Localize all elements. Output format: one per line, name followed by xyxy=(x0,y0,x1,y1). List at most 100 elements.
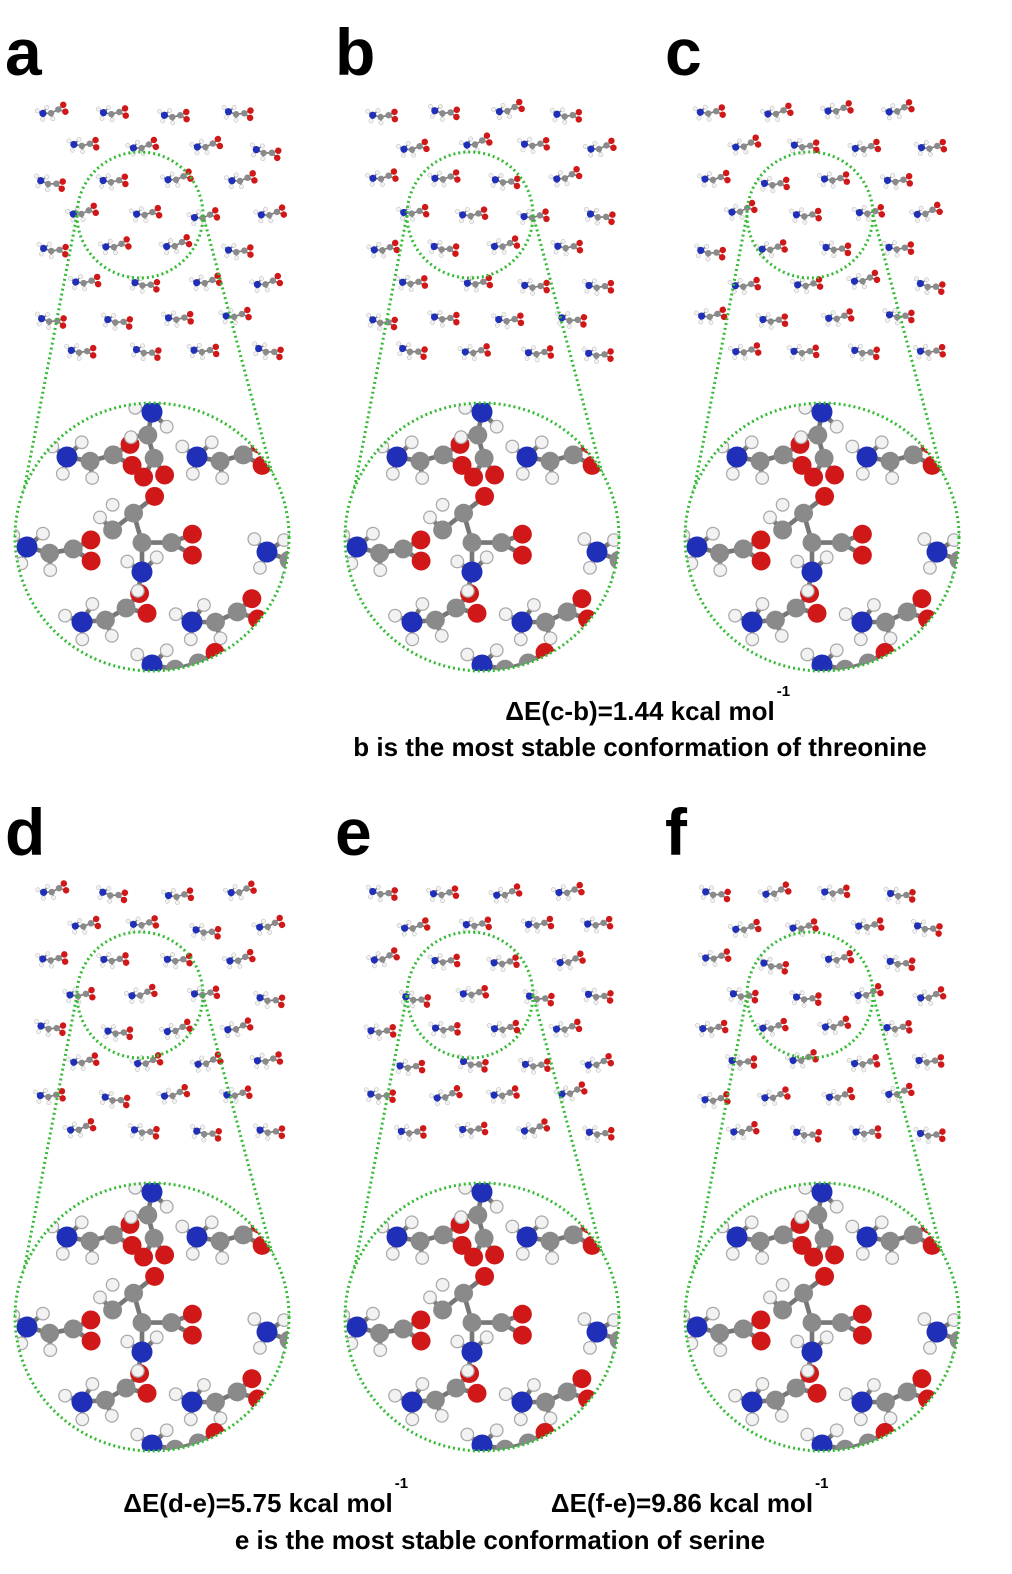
molecule xyxy=(911,1053,945,1072)
atom xyxy=(453,311,460,318)
atom xyxy=(374,1024,378,1028)
molecule xyxy=(486,1085,520,1105)
atom xyxy=(103,1034,108,1039)
caption-note: e is the most stable conformation of ser… xyxy=(235,1525,765,1555)
atom xyxy=(202,1060,210,1068)
molecule xyxy=(253,204,288,225)
atom xyxy=(685,1337,699,1351)
molecule xyxy=(694,306,728,326)
atom xyxy=(906,1027,913,1034)
molecule xyxy=(62,1117,98,1140)
atom xyxy=(913,345,917,349)
atom xyxy=(740,349,747,356)
atom xyxy=(501,1033,506,1038)
atom xyxy=(366,955,371,960)
atom xyxy=(830,644,843,657)
atom xyxy=(706,1307,720,1321)
atom xyxy=(172,1099,177,1104)
atom xyxy=(381,254,386,259)
atom xyxy=(183,1305,202,1324)
atom xyxy=(160,953,165,958)
molecule xyxy=(785,1048,820,1070)
atom xyxy=(62,958,69,965)
atom xyxy=(552,958,557,963)
molecule xyxy=(221,242,255,261)
atom xyxy=(219,310,224,315)
molecule xyxy=(912,1125,946,1146)
bond xyxy=(641,1338,661,1352)
atom xyxy=(123,1094,131,1102)
atom xyxy=(59,1022,67,1030)
atom xyxy=(366,1097,371,1102)
atom xyxy=(536,643,555,662)
molecule xyxy=(65,202,100,225)
atom xyxy=(376,319,384,327)
molecule xyxy=(491,312,524,330)
molecule xyxy=(487,954,520,972)
atom xyxy=(803,533,822,552)
atom xyxy=(463,533,482,552)
atom xyxy=(422,282,429,289)
atom xyxy=(830,420,843,433)
atom xyxy=(580,314,587,321)
atom xyxy=(469,1134,473,1138)
atom xyxy=(792,1000,797,1005)
atom xyxy=(878,664,897,683)
molecule xyxy=(129,205,163,224)
atom xyxy=(521,148,525,152)
atom xyxy=(409,925,416,932)
atom xyxy=(40,117,45,122)
atom xyxy=(440,323,445,328)
atom xyxy=(320,540,342,562)
molecule xyxy=(580,345,615,366)
atom xyxy=(499,1092,506,1099)
atom xyxy=(234,445,253,464)
atom xyxy=(387,1227,408,1248)
atom xyxy=(537,140,544,147)
atom xyxy=(737,993,744,1000)
atom xyxy=(472,356,477,361)
atom xyxy=(861,918,866,923)
atom xyxy=(254,1064,259,1069)
molecule xyxy=(846,269,881,292)
atom xyxy=(448,957,455,964)
atom xyxy=(710,1097,717,1104)
atom xyxy=(395,276,399,280)
atom xyxy=(908,105,916,113)
atom xyxy=(705,1021,710,1026)
atom xyxy=(531,1070,536,1075)
atom xyxy=(236,177,243,184)
atom xyxy=(121,555,134,568)
atom xyxy=(251,435,270,454)
atom xyxy=(772,1101,777,1106)
atom xyxy=(497,115,502,120)
atom xyxy=(47,1101,51,1105)
atom xyxy=(501,891,509,899)
atom xyxy=(793,218,797,222)
atom xyxy=(913,993,918,998)
atom xyxy=(60,315,68,323)
atom xyxy=(260,149,268,157)
molecule xyxy=(852,204,886,223)
atom xyxy=(253,280,261,288)
atom xyxy=(142,655,163,676)
atom xyxy=(830,1023,838,1031)
molecule xyxy=(68,274,101,292)
atom xyxy=(848,1093,855,1100)
atom xyxy=(430,114,435,119)
atom xyxy=(915,218,920,223)
atom xyxy=(167,108,172,113)
atom xyxy=(907,241,914,248)
atom xyxy=(427,310,432,315)
atom xyxy=(435,1101,440,1106)
atom xyxy=(366,109,371,114)
atom xyxy=(204,286,209,291)
atom xyxy=(802,562,823,583)
atom xyxy=(100,963,104,967)
atom xyxy=(676,1308,690,1322)
atom xyxy=(708,950,713,955)
atom xyxy=(564,252,569,257)
atom xyxy=(904,1225,923,1244)
atom xyxy=(72,930,77,935)
molecule xyxy=(126,274,161,296)
